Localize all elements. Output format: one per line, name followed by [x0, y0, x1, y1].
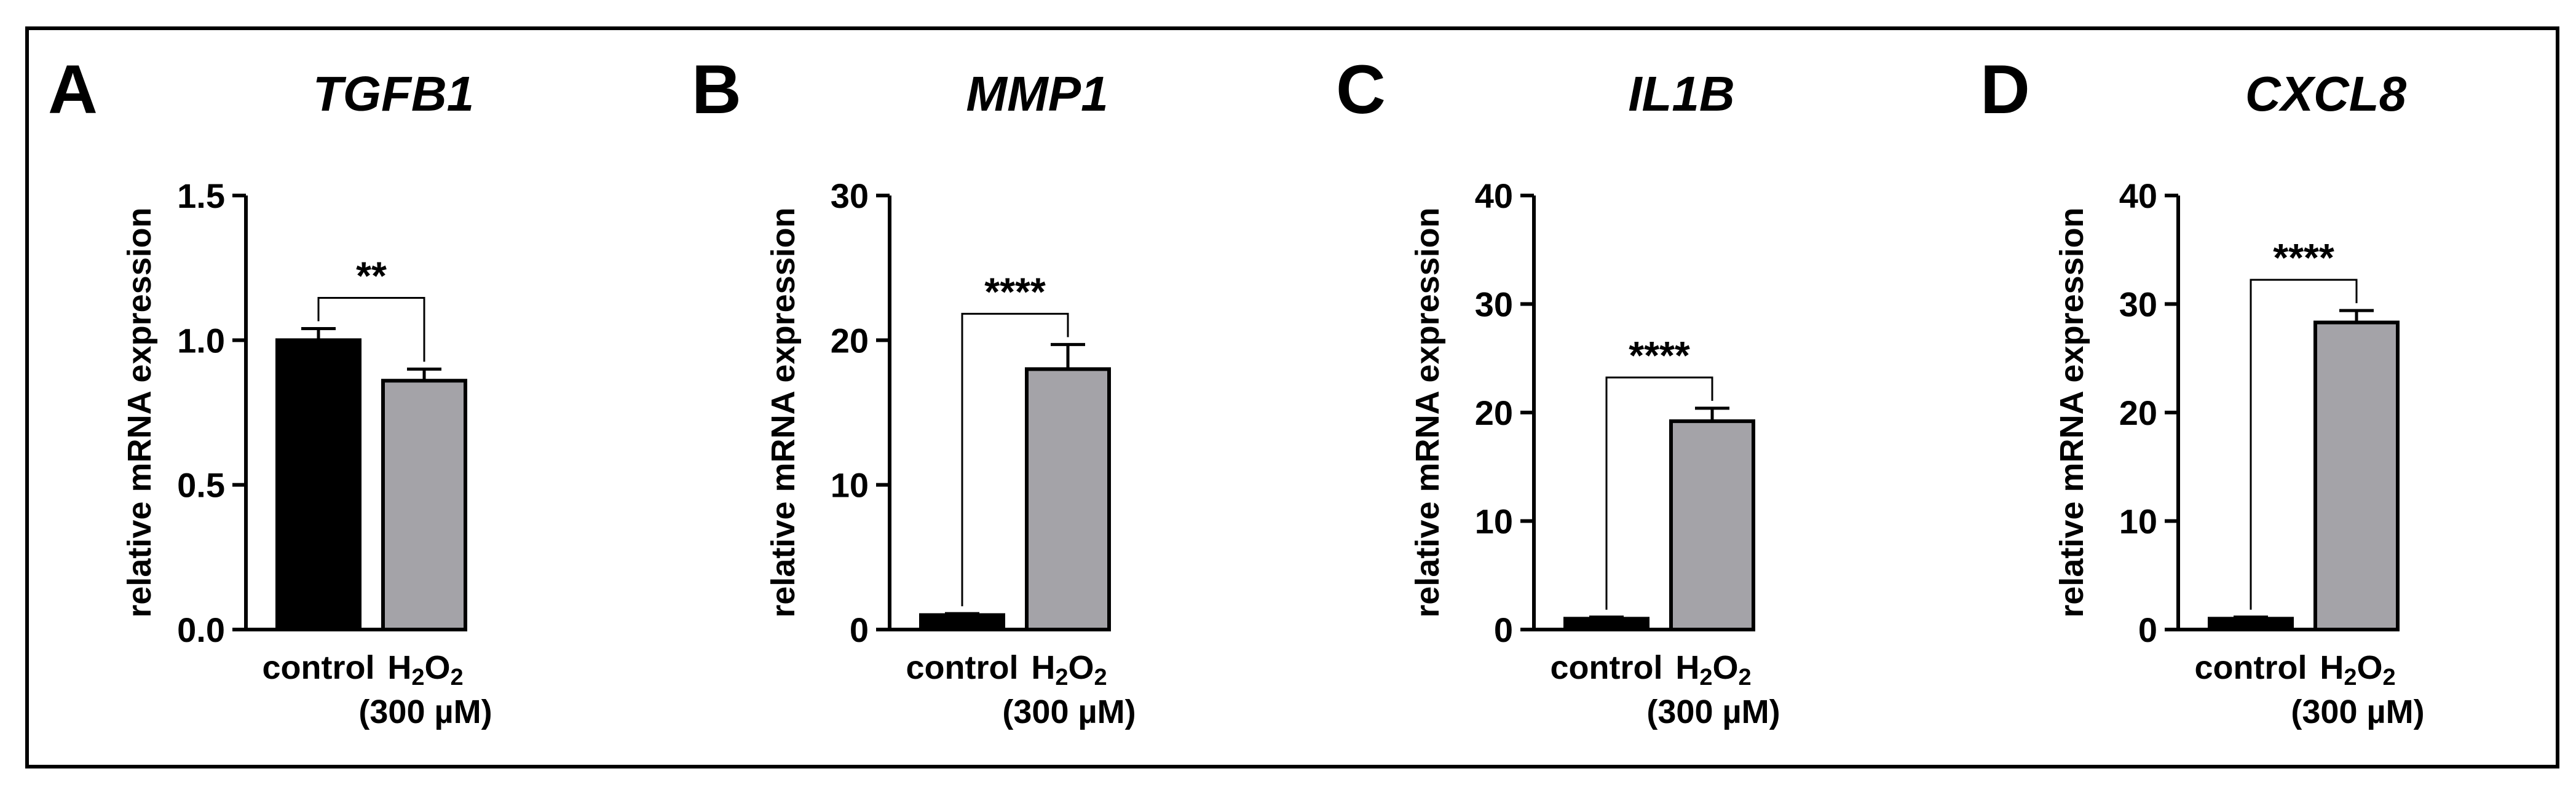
chart-title: IL1B [1628, 66, 1734, 121]
y-axis-label: relative mRNA expression [2053, 207, 2090, 617]
x-tick-label-concentration: (300 µM) [358, 693, 492, 730]
panel-letter: D [1980, 51, 2030, 128]
chart-title: MMP1 [966, 66, 1108, 121]
y-tick-label: 20 [2119, 393, 2157, 432]
bar-control [1563, 617, 1650, 631]
y-tick-label: 40 [1475, 176, 1513, 215]
significance-bracket [961, 312, 1069, 607]
bar-h2o2 [1025, 367, 1111, 632]
chart-panel-a: A TGFB1 relative mRNA expression 0.0 0.5 1.0 1… [48, 51, 492, 730]
significance-bracket [317, 297, 425, 362]
x-tick-label-h2o2: H2O2 [2320, 649, 2395, 690]
h2o2-o: O [1068, 649, 1094, 686]
y-tick-label: 0.0 [177, 610, 225, 649]
chart-title: CXCL8 [2245, 66, 2407, 121]
y-tick-label: 0 [850, 610, 869, 649]
x-tick-label-h2o2: H2O2 [1675, 649, 1751, 690]
y-tick-label: 10 [2119, 502, 2157, 541]
h2o2-h: H [1031, 649, 1055, 686]
h2o2-h: H [387, 649, 411, 686]
panel-letter: B [692, 51, 741, 128]
y-tick-label: 10 [831, 466, 869, 505]
x-tick-label-concentration: (300 µM) [2291, 693, 2424, 730]
h2o2-sub-1: 2 [1055, 665, 1068, 690]
h2o2-sub-1: 2 [1699, 665, 1712, 690]
y-tick-label: 1.5 [177, 176, 225, 215]
h2o2-sub-2: 2 [2383, 665, 2396, 690]
h2o2-h: H [1675, 649, 1699, 686]
h2o2-sub-2: 2 [1739, 665, 1752, 690]
panel-letter: A [48, 51, 98, 128]
h2o2-sub-2: 2 [451, 665, 464, 690]
h2o2-o: O [424, 649, 450, 686]
x-tick-label-concentration: (300 µM) [1002, 693, 1136, 730]
significance-label: **** [984, 269, 1046, 314]
h2o2-sub-2: 2 [1094, 665, 1107, 690]
bar-h2o2 [1669, 419, 1755, 631]
y-tick-label: 30 [2119, 285, 2157, 324]
y-tick-label: 20 [831, 321, 869, 360]
y-tick-label: 30 [831, 176, 869, 215]
y-tick-label: 20 [1475, 393, 1513, 432]
significance-label: ** [356, 254, 387, 298]
y-axis-label: relative mRNA expression [121, 207, 158, 617]
panel-letter: C [1336, 51, 1386, 128]
x-tick-label-control: control [906, 649, 1019, 686]
h2o2-o: O [2357, 649, 2382, 686]
significance-bracket [1605, 376, 1713, 610]
y-tick-label: 30 [1475, 285, 1513, 324]
bar-h2o2 [381, 379, 467, 632]
significance-bracket [2250, 279, 2358, 610]
chart-panel-c: C IL1B relative mRNA expression 0 10 20 30 40 **… [1336, 51, 1780, 730]
y-axis-label: relative mRNA expression [1409, 207, 1446, 617]
y-tick-label: 40 [2119, 176, 2157, 215]
chart-panel-b: B MMP1 relative mRNA expression 0 10 20 30 ****… [692, 51, 1136, 730]
x-tick-label-h2o2: H2O2 [1031, 649, 1107, 690]
x-tick-label-concentration: (300 µM) [1646, 693, 1780, 730]
x-tick-label-control: control [2195, 649, 2307, 686]
y-tick-label: 0.5 [177, 466, 225, 505]
bar-control [919, 613, 1005, 632]
x-tick-label-control: control [1551, 649, 1663, 686]
y-tick-label: 0 [1494, 610, 1513, 649]
y-tick-label: 10 [1475, 502, 1513, 541]
x-tick-label-h2o2: H2O2 [387, 649, 463, 690]
bar-control [2208, 617, 2294, 631]
bar-control [275, 338, 362, 631]
h2o2-o: O [1712, 649, 1738, 686]
y-axis-label: relative mRNA expression [765, 207, 802, 617]
chart-title: TGFB1 [313, 66, 474, 121]
significance-label: **** [1629, 333, 1690, 377]
y-tick-label: 1.0 [177, 321, 225, 360]
h2o2-h: H [2320, 649, 2344, 686]
h2o2-sub-1: 2 [411, 665, 424, 690]
significance-label: **** [2273, 235, 2334, 280]
y-tick-label: 0 [2138, 610, 2157, 649]
chart-panel-d: D CXCL8 relative mRNA expression 0 10 20 30 40 *… [1980, 51, 2425, 730]
bar-h2o2 [2313, 320, 2400, 631]
x-tick-label-control: control [263, 649, 375, 686]
h2o2-sub-1: 2 [2344, 665, 2357, 690]
